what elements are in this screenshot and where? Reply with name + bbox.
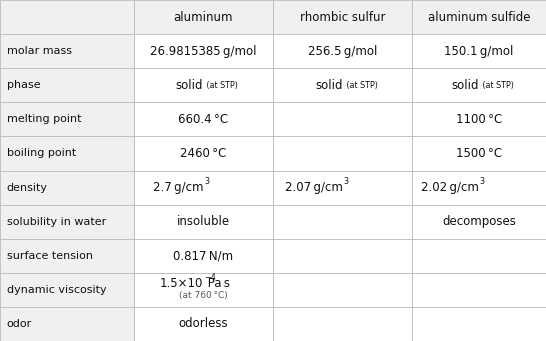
Bar (273, 170, 412, 205)
Text: (at 760 °C): (at 760 °C) (179, 292, 228, 300)
Text: solid: solid (315, 79, 343, 92)
Bar (273, 136, 412, 170)
Bar (0, 136, 134, 170)
Text: dynamic viscosity: dynamic viscosity (7, 285, 106, 295)
Bar (134, 205, 273, 239)
Text: solid: solid (452, 79, 479, 92)
Bar (412, 205, 546, 239)
Text: 3: 3 (479, 177, 485, 186)
Bar (0, 307, 134, 341)
Bar (273, 273, 412, 307)
Text: 150.1 g/mol: 150.1 g/mol (444, 45, 514, 58)
Bar (273, 102, 412, 136)
Bar (134, 136, 273, 170)
Bar (0, 205, 134, 239)
Text: solid: solid (176, 79, 203, 92)
Bar (134, 273, 273, 307)
Text: 2.07 g/cm: 2.07 g/cm (285, 181, 343, 194)
Bar (273, 0, 412, 34)
Bar (273, 239, 412, 273)
Text: (at STP): (at STP) (204, 81, 239, 90)
Bar (0, 0, 134, 34)
Text: boiling point: boiling point (7, 148, 76, 159)
Text: 2.7 g/cm: 2.7 g/cm (153, 181, 203, 194)
Bar (273, 68, 412, 102)
Text: 1500 °C: 1500 °C (456, 147, 502, 160)
Text: aluminum sulfide: aluminum sulfide (428, 11, 530, 24)
Text: 3: 3 (204, 177, 209, 186)
Bar (412, 0, 546, 34)
Bar (0, 68, 134, 102)
Bar (0, 239, 134, 273)
Bar (412, 170, 546, 205)
Bar (412, 34, 546, 68)
Bar (0, 273, 134, 307)
Bar (412, 136, 546, 170)
Text: melting point: melting point (7, 114, 81, 124)
Text: −4: −4 (204, 273, 216, 282)
Text: decomposes: decomposes (442, 215, 516, 228)
Text: rhombic sulfur: rhombic sulfur (300, 11, 385, 24)
Bar (134, 170, 273, 205)
Bar (412, 102, 546, 136)
Text: phase: phase (7, 80, 40, 90)
Bar (134, 34, 273, 68)
Bar (412, 273, 546, 307)
Bar (412, 239, 546, 273)
Text: density: density (7, 182, 48, 193)
Bar (134, 0, 273, 34)
Text: 1100 °C: 1100 °C (456, 113, 502, 126)
Text: 26.9815385 g/mol: 26.9815385 g/mol (150, 45, 257, 58)
Bar (134, 307, 273, 341)
Text: Pa s: Pa s (204, 277, 230, 290)
Bar (273, 307, 412, 341)
Text: 1.5×10: 1.5×10 (160, 277, 203, 290)
Bar (273, 205, 412, 239)
Text: molar mass: molar mass (7, 46, 72, 56)
Bar (412, 68, 546, 102)
Bar (134, 239, 273, 273)
Text: 2.02 g/cm: 2.02 g/cm (422, 181, 479, 194)
Bar (0, 102, 134, 136)
Text: odor: odor (7, 319, 32, 329)
Text: surface tension: surface tension (7, 251, 93, 261)
Text: 2460 °C: 2460 °C (180, 147, 227, 160)
Text: (at STP): (at STP) (344, 81, 378, 90)
Bar (0, 170, 134, 205)
Text: solubility in water: solubility in water (7, 217, 106, 227)
Text: insoluble: insoluble (177, 215, 230, 228)
Text: 256.5 g/mol: 256.5 g/mol (308, 45, 377, 58)
Text: 660.4 °C: 660.4 °C (179, 113, 228, 126)
Text: 3: 3 (343, 177, 348, 186)
Bar (0, 34, 134, 68)
Bar (412, 307, 546, 341)
Text: aluminum: aluminum (174, 11, 233, 24)
Bar (134, 102, 273, 136)
Bar (134, 68, 273, 102)
Text: odorless: odorless (179, 317, 228, 330)
Text: 0.817 N/m: 0.817 N/m (173, 249, 234, 262)
Bar (273, 34, 412, 68)
Text: (at STP): (at STP) (480, 81, 514, 90)
